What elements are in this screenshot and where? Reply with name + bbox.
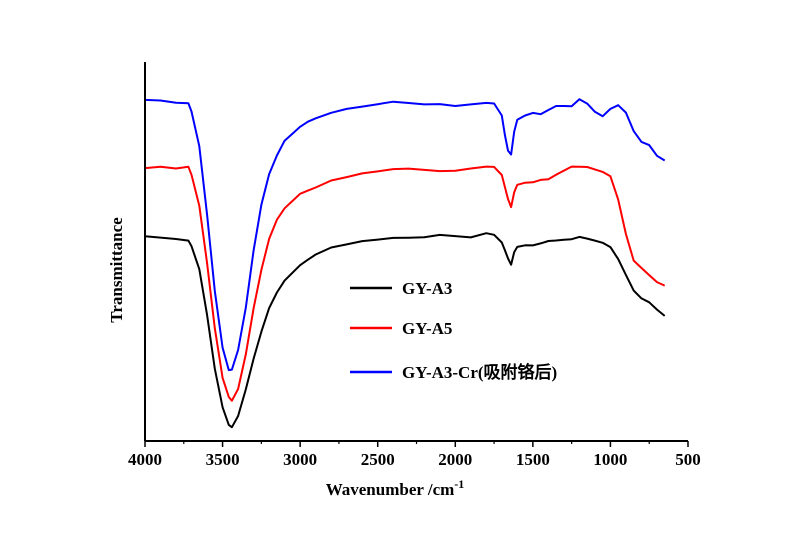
x-tick-label-1000: 1000	[593, 450, 627, 469]
legend-label-3: GY-A3-Cr(吸附铬后)	[402, 362, 557, 382]
series-line-1	[144, 232, 666, 429]
x-tick-label-3500: 3500	[206, 450, 240, 469]
x-tick-label-2500: 2500	[361, 450, 395, 469]
legend-label-1: GY-A3	[402, 279, 452, 298]
x-tick-label-4000: 4000	[128, 450, 162, 469]
series-layer	[144, 98, 666, 429]
y-axis-title: Transmittance	[107, 217, 126, 323]
axes-layer: 4000 3500 3000 2500 2000 1500 1000 500	[128, 62, 701, 469]
x-tick-label-1500: 1500	[516, 450, 550, 469]
x-tick-label-2000: 2000	[438, 450, 472, 469]
x-axis-title: Wavenumber /cm-1	[326, 477, 465, 499]
legend: GY-A3 GY-A5 GY-A3-Cr(吸附铬后)	[350, 279, 557, 382]
series-line-3	[144, 98, 666, 372]
x-tick-label-3000: 3000	[283, 450, 317, 469]
x-tick-label-500: 500	[675, 450, 701, 469]
series-line-2	[144, 165, 666, 402]
legend-label-2: GY-A5	[402, 319, 452, 338]
